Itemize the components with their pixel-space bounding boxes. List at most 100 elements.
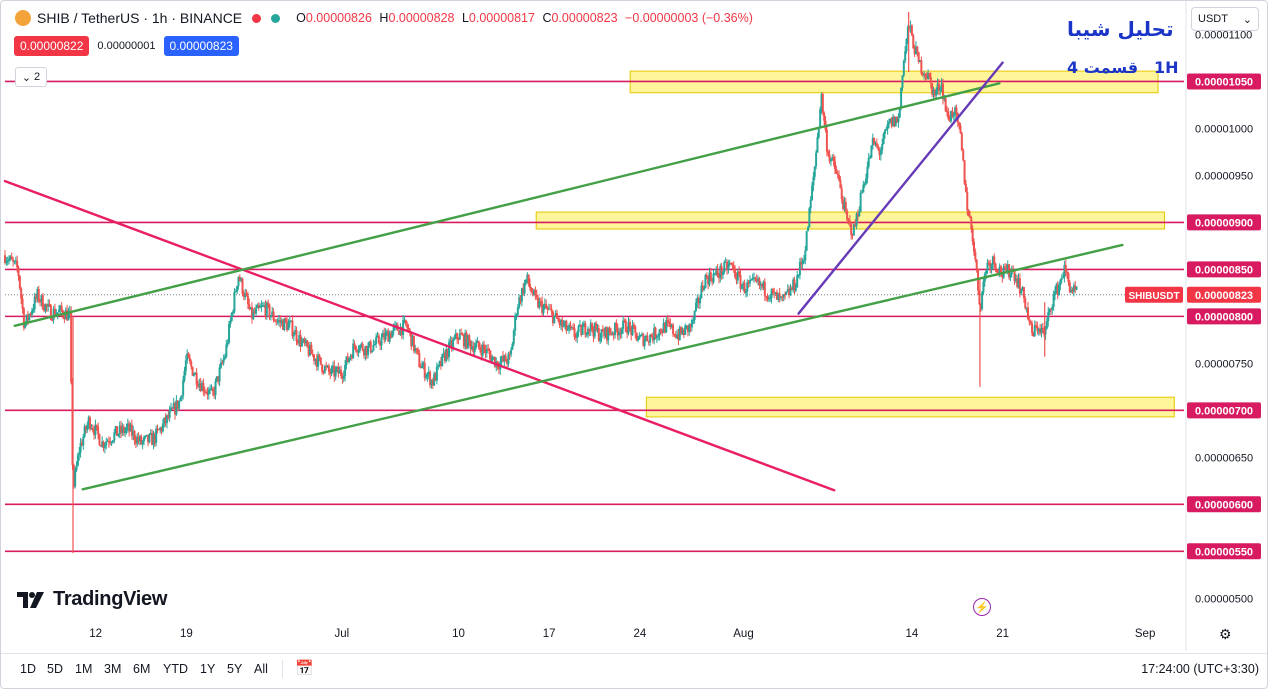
candle-body (191, 366, 194, 376)
candle-body (407, 327, 410, 330)
candle-body (526, 274, 529, 280)
range-1m[interactable]: 1M (75, 662, 93, 676)
range-3m[interactable]: 3M (104, 662, 122, 676)
range-ytd[interactable]: YTD (163, 662, 188, 676)
candle-body (600, 329, 603, 339)
tradingview-logo[interactable]: TradingView (17, 588, 167, 611)
candle-body (920, 60, 923, 74)
candle-body (218, 367, 221, 382)
level-label-4: 0.00000700 (1195, 405, 1253, 417)
candle-body (614, 322, 617, 336)
candle-body (449, 340, 452, 343)
candle-body (369, 341, 372, 353)
symbol-title[interactable]: SHIB / TetherUS · 1h · BINANCE (37, 10, 243, 26)
candle-body (488, 350, 491, 355)
candle-body (196, 384, 199, 387)
candle-body (678, 327, 681, 340)
candle-body (873, 137, 876, 145)
candle-body (66, 310, 69, 321)
candle-body (118, 425, 121, 434)
candle-body (501, 356, 504, 362)
gear-icon[interactable]: ⚙ (1219, 626, 1232, 642)
candle-body (16, 260, 19, 268)
last-price-label: 0.00000823 (1195, 290, 1253, 302)
candle-body (670, 324, 673, 327)
candle-body (697, 298, 700, 304)
range-5d[interactable]: 5D (47, 662, 63, 676)
candle-body (812, 176, 815, 186)
candle-body (264, 305, 267, 316)
candle-body (859, 192, 862, 212)
lightning-icon[interactable]: ⚡ (973, 598, 991, 616)
candle-body (508, 353, 511, 355)
candle-body (454, 333, 457, 338)
candle-body (627, 321, 630, 334)
candle-body (25, 314, 28, 324)
candle-body (352, 343, 355, 359)
candle-body (941, 83, 944, 100)
sell-price-button[interactable]: 0.00000822 (14, 36, 90, 56)
candle-body (533, 289, 536, 295)
candle-body (17, 267, 20, 277)
candle-body (4, 255, 6, 263)
candle-body (380, 337, 383, 346)
candle-body (32, 309, 35, 311)
candle-body (236, 285, 239, 292)
candle-body (754, 277, 757, 280)
candle-body (524, 279, 527, 283)
candle-body (848, 220, 851, 224)
candle-body (113, 432, 116, 441)
candle-body (727, 264, 730, 270)
timezone-clock[interactable]: 17:24:00 (UTC+3:30) (1141, 662, 1259, 676)
candle-body (430, 380, 433, 386)
candle-body (207, 389, 210, 395)
candle-body (30, 310, 33, 315)
candle-body (481, 344, 484, 356)
candle-body (858, 211, 861, 217)
buy-price-button[interactable]: 0.00000823 (163, 36, 239, 56)
indicators-collapse-button[interactable]: ⌄ 2 (15, 67, 47, 87)
candle-body (195, 372, 198, 385)
candle-body (124, 430, 127, 433)
candle-body (133, 431, 136, 441)
currency-select[interactable]: USDT ⌄ (1191, 7, 1259, 31)
candle-body (622, 320, 625, 329)
candle-body (362, 350, 365, 356)
candle-body (433, 373, 436, 386)
candle-body (256, 305, 259, 309)
candle-body (28, 314, 31, 320)
range-all[interactable]: All (254, 662, 268, 676)
candle-body (793, 279, 796, 291)
candle-body (1062, 277, 1065, 279)
calendar-icon[interactable]: 📅 (295, 660, 314, 677)
range-1d[interactable]: 1D (20, 662, 36, 676)
candle-body (677, 334, 680, 340)
candle-body (448, 342, 451, 358)
x-tick-label: 17 (543, 628, 556, 640)
candle-body (360, 343, 363, 346)
chevron-down-icon: ⌄ (1242, 13, 1252, 26)
candle-body (479, 346, 482, 350)
candle-body (86, 424, 89, 430)
candle-body (306, 340, 309, 347)
candle-body (282, 320, 285, 330)
candle-body (98, 434, 101, 446)
open-value: 0.00000826 (305, 11, 372, 25)
candle-body (392, 326, 395, 332)
range-1y[interactable]: 1Y (200, 662, 216, 676)
candle-body (491, 357, 494, 362)
candle-body (870, 145, 873, 158)
range-5y[interactable]: 5Y (227, 662, 243, 676)
candle-body (736, 271, 739, 281)
candle-body (958, 122, 961, 126)
candle-body (828, 154, 831, 162)
candle-body (997, 272, 1000, 274)
candle-body (1075, 286, 1078, 290)
range-6m[interactable]: 6M (133, 662, 151, 676)
candle-body (149, 432, 152, 435)
candle-body (763, 281, 766, 296)
candle-body (785, 291, 788, 295)
candle-body (439, 361, 442, 367)
candle-body (720, 266, 723, 276)
